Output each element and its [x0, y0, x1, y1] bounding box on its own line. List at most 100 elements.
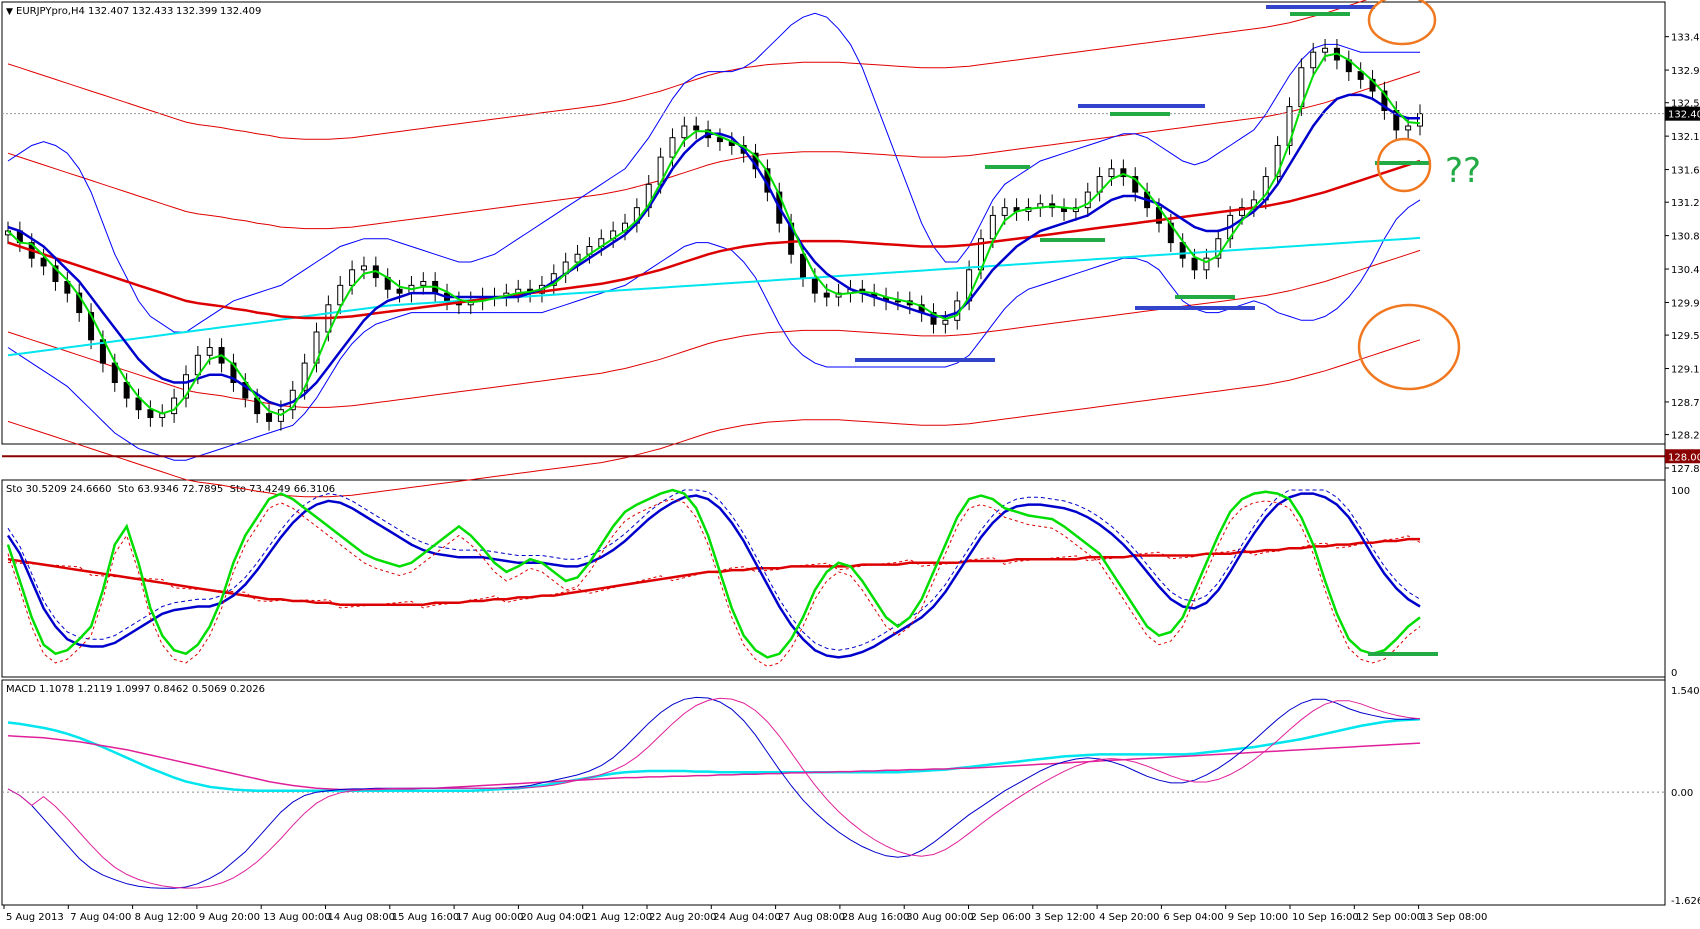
candle-body: [1417, 113, 1423, 127]
ohlc-close: 132.409: [220, 6, 261, 17]
macd-tick-label: 1.5409: [1671, 686, 1700, 697]
price-tick-label: 133.400: [1671, 33, 1700, 44]
ohlc-high: 132.433: [132, 6, 173, 17]
current-price-label: 132.409: [1668, 110, 1700, 121]
stochastic-green-line: [6, 488, 1421, 659]
time-label: 7 Aug 04:00: [70, 912, 131, 923]
time-label: 9 Aug 20:00: [199, 912, 260, 923]
macd-plot-layer: [2, 696, 1665, 889]
stochastic-red-signal-dashed: [7, 498, 1421, 668]
candle-body: [301, 362, 308, 391]
price-tick-label: 131.690: [1671, 166, 1700, 177]
time-label: 6 Sep 04:00: [1163, 912, 1223, 923]
time-label: 5 Aug 2013: [6, 912, 64, 923]
candle-body: [1120, 168, 1127, 178]
orange-circle-bottom: [1357, 303, 1461, 391]
candle-body: [1239, 207, 1246, 216]
stochastic-tick-label: 100: [1671, 486, 1690, 497]
orange-circle-top: [1367, 0, 1437, 46]
stochastic-plot-layer: [6, 488, 1438, 668]
time-label: 3 Sep 12:00: [1035, 912, 1095, 923]
candle-body: [989, 214, 996, 240]
candle-body: [360, 265, 367, 271]
candle-body: [52, 265, 59, 282]
price-tick-label: 132.970: [1671, 66, 1700, 77]
cyan-moving-average: [7, 236, 1421, 357]
envelope-upper-outer: [7, 0, 1368, 140]
time-label: 2 Sep 06:00: [971, 912, 1031, 923]
candle-body: [1132, 176, 1139, 193]
envelope-lower-inner: [7, 249, 1421, 408]
price-tick-label: 129.980: [1671, 298, 1700, 309]
stochastic-red-dashed: [7, 535, 1421, 609]
macd-magenta-signal: [7, 735, 1421, 791]
candle-body: [894, 300, 901, 303]
ohlc-low: 132.399: [176, 6, 217, 17]
macd-tick-label: -1.6262: [1671, 896, 1700, 907]
candle-body: [266, 413, 273, 422]
macd-tick-label: 0.00: [1671, 788, 1693, 799]
candle-body: [337, 284, 344, 306]
candle-body: [182, 374, 189, 399]
current-price-tag: [1665, 106, 1700, 121]
time-label: 10 Sep 16:00: [1292, 912, 1359, 923]
time-label: 28 Aug 16:00: [842, 912, 909, 923]
time-label: 17 Aug 00:00: [456, 912, 523, 923]
candle-body: [669, 137, 676, 158]
candle-body: [40, 257, 47, 267]
price-tick-label: 132.120: [1671, 132, 1700, 143]
ohlc-open: 132.407: [88, 6, 129, 17]
candle-body: [942, 319, 949, 325]
bollinger-upper: [7, 12, 1420, 333]
envelope-upper-inner: [7, 71, 1421, 230]
main-info: ▼ EURJPYpro,H4 132.407 132.433 132.399 1…: [6, 6, 261, 17]
macd-blue-line: [7, 696, 1421, 889]
candle-body: [1405, 125, 1412, 131]
candle-body: [76, 292, 83, 314]
candle-body: [1322, 47, 1329, 53]
collapse-arrow-icon[interactable]: ▼: [6, 7, 13, 17]
candle-body: [1084, 191, 1091, 209]
orange-circle-mid: [1376, 137, 1432, 193]
price-tick-label: 132.550: [1671, 99, 1700, 110]
price-tick-label: 128.280: [1671, 431, 1700, 442]
green-moving-average: [7, 52, 1421, 417]
candle-body: [1357, 71, 1364, 80]
price-tick-label: 129.130: [1671, 365, 1700, 376]
price-tick-label: 130.840: [1671, 232, 1700, 243]
candle-body: [88, 312, 95, 341]
time-label: 30 Aug 00:00: [906, 912, 973, 923]
candle-body: [1203, 257, 1210, 271]
axes-layer: 133.400 132.970 132.550 132.120 131.690 131.2…: [3, 2, 1700, 923]
macd-magenta-line: [7, 697, 1421, 889]
candle-body: [206, 347, 213, 356]
candle-body: [147, 409, 154, 418]
symbol-label: EURJPYpro,H4: [16, 6, 85, 17]
candle-body: [1001, 207, 1008, 216]
candle-body: [1108, 168, 1115, 178]
macd-cyan-line: [7, 717, 1421, 793]
red-moving-average: [7, 159, 1421, 320]
candle-body: [930, 312, 937, 325]
price-tick-label: 130.410: [1671, 265, 1700, 276]
support-tag: [1665, 449, 1700, 464]
candle-body: [1310, 51, 1317, 69]
stochastic-tick-label: 0: [1671, 668, 1677, 679]
candle-body: [230, 362, 237, 384]
candle-body: [420, 280, 427, 286]
candle-body: [1381, 90, 1388, 111]
time-label: 4 Sep 20:00: [1099, 912, 1159, 923]
price-tick-label: 129.560: [1671, 331, 1700, 342]
question-annotation: ??: [1445, 151, 1481, 191]
main-panel-frame: [1, 1, 1666, 445]
candle-body: [681, 125, 688, 139]
time-label: 24 Aug 04:00: [713, 912, 780, 923]
time-label: 15 Aug 16:00: [392, 912, 459, 923]
candle-body: [1369, 78, 1376, 92]
candle-body: [823, 292, 830, 298]
candle-body: [811, 277, 818, 294]
candle-body: [1191, 257, 1198, 271]
candle-body: [1274, 144, 1281, 178]
